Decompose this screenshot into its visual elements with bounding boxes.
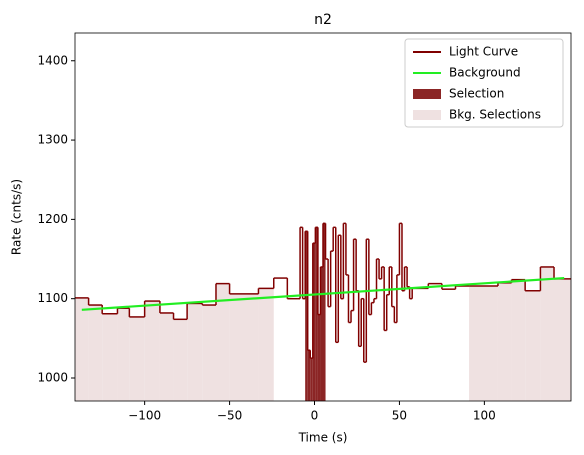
x-tick-label: 100 bbox=[473, 409, 496, 423]
bkg-selection-fill bbox=[554, 278, 571, 401]
bkg-selection-fill bbox=[159, 312, 174, 401]
bkg-selection-fill bbox=[129, 316, 145, 401]
selection-fill bbox=[317, 314, 321, 401]
bkg-selection-fill bbox=[88, 305, 103, 401]
legend-label: Selection bbox=[449, 87, 504, 101]
legend-label: Light Curve bbox=[449, 45, 518, 59]
y-axis-label: Rate (cnts/s) bbox=[10, 179, 24, 255]
chart-title: n2 bbox=[314, 12, 332, 28]
y-tick-label: 1400 bbox=[37, 53, 68, 67]
legend-label: Bkg. Selections bbox=[449, 108, 541, 122]
legend-swatch bbox=[413, 110, 441, 120]
x-tick-label: 50 bbox=[392, 409, 407, 423]
bkg-selection-fill bbox=[525, 290, 541, 401]
selection-fill bbox=[320, 266, 323, 401]
bkg-selection-fill bbox=[202, 305, 216, 401]
background-line bbox=[81, 276, 565, 311]
bkg-selection-fill bbox=[229, 293, 259, 401]
legend-label: Background bbox=[449, 66, 521, 80]
bkg-selection-fill bbox=[540, 266, 555, 401]
bkg-selection-fill bbox=[469, 286, 498, 401]
y-tick-label: 1300 bbox=[37, 133, 68, 147]
selection-fill bbox=[315, 227, 318, 401]
plot-area bbox=[75, 222, 571, 401]
y-tick-label: 1100 bbox=[37, 291, 68, 305]
axes-frame bbox=[74, 32, 572, 402]
y-tick-label: 1000 bbox=[37, 371, 68, 385]
x-tick-label: −100 bbox=[128, 409, 161, 423]
bkg-selection-fill bbox=[511, 279, 526, 401]
x-tick-label: −50 bbox=[217, 409, 242, 423]
bkg-selection-fill bbox=[173, 319, 188, 401]
x-tick-label: 0 bbox=[311, 409, 319, 423]
selection-fill bbox=[312, 243, 316, 401]
bkg-selection-fill bbox=[497, 282, 512, 401]
legend-swatch bbox=[413, 89, 441, 99]
y-tick-label: 1200 bbox=[37, 212, 68, 226]
bkg-selection-fill bbox=[215, 283, 230, 401]
selection-fill bbox=[323, 223, 326, 401]
selection-fill bbox=[307, 350, 311, 401]
bkg-selection-fill bbox=[144, 301, 160, 401]
legend-box bbox=[404, 38, 564, 128]
bkg-selection-fill bbox=[75, 297, 89, 401]
selection-fill bbox=[305, 231, 308, 401]
selection-fill bbox=[310, 358, 313, 401]
x-axis-label: Time (s) bbox=[298, 431, 348, 445]
bkg-selection-fill bbox=[187, 303, 203, 401]
bkg-selection-fill bbox=[117, 308, 130, 401]
bkg-selection-fill bbox=[258, 288, 274, 401]
bkg-selection-fill bbox=[102, 313, 118, 401]
